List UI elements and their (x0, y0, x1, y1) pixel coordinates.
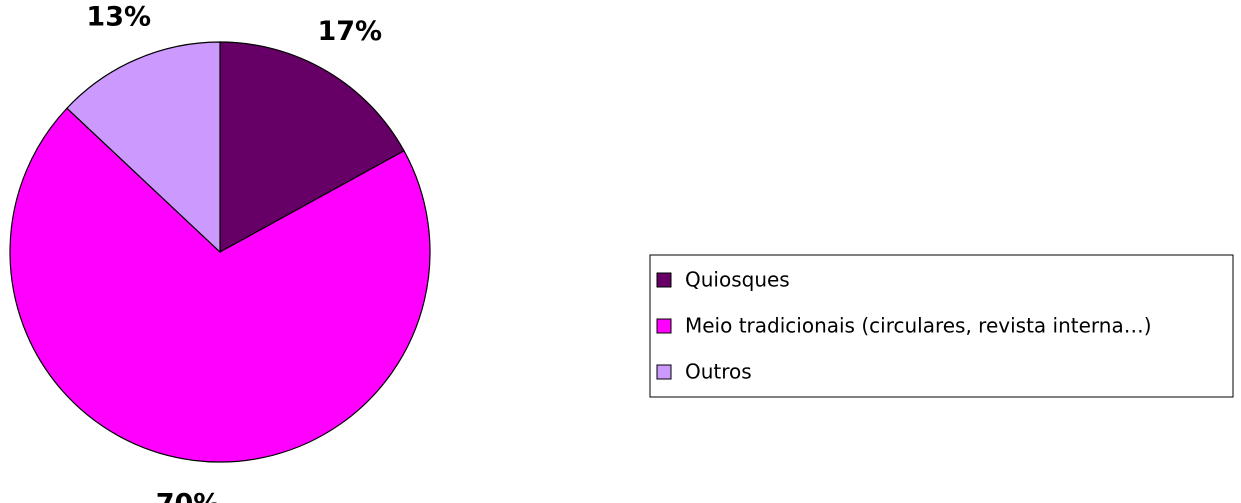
legend-box (649, 254, 1234, 398)
pie-slice (66, 41, 221, 254)
data-label: 70% (156, 488, 221, 503)
data-label: 13% (86, 1, 151, 32)
legend-swatch (656, 364, 672, 380)
legend-swatch (656, 272, 672, 288)
legend-label: Meio tradicionais (circulares, revista i… (685, 314, 1152, 338)
legend-label: Quiosques (685, 268, 790, 292)
pie-slice (9, 107, 431, 463)
legend-swatch (656, 318, 672, 334)
legend-label: Outros (685, 360, 752, 384)
data-label: 17% (317, 16, 382, 47)
pie-slice (219, 41, 405, 254)
